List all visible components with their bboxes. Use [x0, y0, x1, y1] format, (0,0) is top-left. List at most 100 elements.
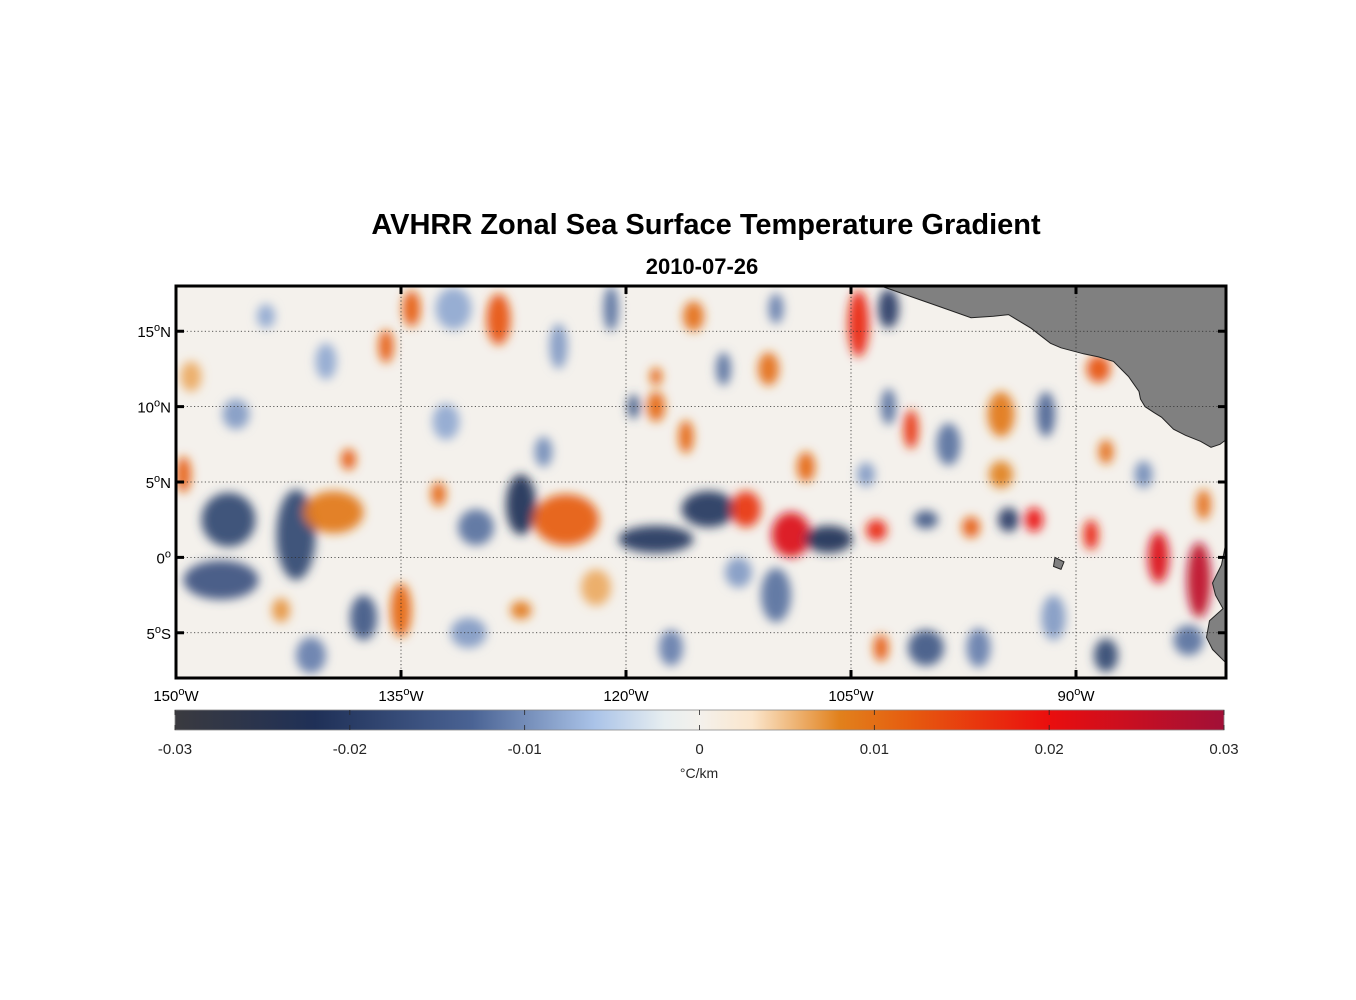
- gradient-patch: [618, 525, 694, 553]
- gradient-patch: [183, 560, 259, 600]
- x-tick-label: 120oW: [603, 686, 649, 705]
- gradient-patch: [998, 507, 1019, 532]
- colorbar-tick-label: -0.03: [158, 741, 192, 758]
- gradient-patch: [1025, 507, 1043, 532]
- gradient-patch: [1037, 391, 1055, 437]
- land-mask: [880, 286, 1226, 678]
- gradient-patch: [1086, 355, 1111, 383]
- gradient-patch: [458, 509, 494, 546]
- gradient-patch: [402, 290, 421, 327]
- gradient-patch: [486, 293, 511, 345]
- x-tick-label: 90oW: [1058, 686, 1096, 705]
- land-central-america: [880, 286, 1226, 448]
- y-tick-label: 5oS: [147, 624, 171, 643]
- land-south-america: [1205, 542, 1226, 678]
- colorbar-label: °C/km: [680, 765, 718, 781]
- gradient-patch: [350, 595, 377, 641]
- gradient-patch: [581, 569, 611, 606]
- gradient-patch: [962, 516, 980, 538]
- colorbar-tick-label: 0.02: [1035, 741, 1064, 758]
- gradient-patch: [341, 448, 356, 470]
- y-tick-label: 0o: [157, 548, 171, 567]
- gradient-patch: [201, 492, 256, 547]
- gradient-patch: [683, 301, 704, 332]
- gradient-patch: [431, 482, 446, 507]
- colorbar: -0.03 -0.02 -0.01 0 0.01 0.02 0.03 °C/km: [158, 709, 1239, 781]
- gradient-patch: [771, 512, 811, 558]
- plot-area: [174, 284, 1228, 680]
- gradient-patch: [1134, 460, 1153, 489]
- gradient-patch: [378, 329, 394, 363]
- gradient-patch: [768, 293, 784, 324]
- gradient-patch: [857, 462, 875, 487]
- gradient-patch: [873, 634, 889, 662]
- gradient-patch: [908, 629, 944, 666]
- gradient-patch: [272, 598, 290, 623]
- gradient-patch: [716, 352, 731, 386]
- gradient-patch: [903, 409, 919, 449]
- gradient-patch: [296, 637, 326, 674]
- y-tick-label: 15oN: [137, 322, 171, 341]
- gradient-patch: [725, 557, 752, 588]
- grid-lines: [176, 286, 1226, 678]
- gradient-patch: [257, 304, 275, 329]
- x-tick-label: 150oW: [153, 686, 199, 705]
- colorbar-tick-label: 0: [695, 741, 703, 758]
- gradient-patch: [1196, 489, 1211, 520]
- gradient-patch: [1041, 595, 1066, 641]
- gradient-patch: [761, 568, 791, 623]
- gradient-patch: [731, 491, 761, 528]
- gradient-patch: [432, 403, 460, 440]
- gradient-field: [176, 286, 1211, 674]
- gradient-patch: [510, 601, 532, 620]
- gradient-patch: [936, 423, 961, 466]
- x-tick-label: 105oW: [828, 686, 874, 705]
- gradient-patch: [603, 286, 619, 332]
- y-tick-label: 5oN: [146, 473, 171, 492]
- gradient-patch: [848, 290, 869, 357]
- gradient-patch: [797, 451, 815, 482]
- gradient-patch: [1187, 542, 1211, 618]
- colorbar-tick-label: 0.03: [1209, 741, 1238, 758]
- chart-subtitle: 2010-07-26: [646, 254, 759, 279]
- x-tick-label: 135oW: [378, 686, 424, 705]
- gradient-patch: [866, 519, 887, 541]
- colorbar-tick-label: -0.01: [508, 741, 542, 758]
- gradient-patch: [506, 474, 536, 535]
- chart-title: AVHRR Zonal Sea Surface Temperature Grad…: [371, 209, 1041, 241]
- gradient-patch: [1098, 439, 1114, 464]
- gradient-patch: [549, 323, 568, 369]
- gradient-patch: [881, 388, 896, 425]
- gradient-patch: [180, 361, 202, 392]
- gradient-patch: [534, 436, 553, 467]
- gradient-patch: [987, 391, 1015, 437]
- colorbar-tick-label: -0.02: [333, 741, 367, 758]
- gradient-patch: [533, 494, 599, 546]
- x-axis-labels: 150oW 135oW 120oW 105oW 90oW: [153, 686, 1095, 705]
- gradient-patch: [659, 629, 683, 666]
- colorbar-tick-label: 0.01: [860, 741, 889, 758]
- y-axis-labels: 15oN 10oN 5oN 0o 5oS: [137, 322, 171, 643]
- gradient-patch: [804, 525, 853, 553]
- gradient-patch: [1173, 625, 1204, 656]
- gradient-patch: [1148, 531, 1169, 584]
- gradient-patch: [681, 491, 736, 528]
- colorbar-ticks: -0.03 -0.02 -0.01 0 0.01 0.02 0.03: [158, 710, 1239, 758]
- gradient-patch: [989, 460, 1013, 489]
- gradient-patch: [758, 352, 779, 386]
- gradient-patch: [435, 287, 472, 330]
- gradient-patch: [315, 343, 337, 380]
- land-galapagos: [1052, 556, 1065, 571]
- gradient-patch: [1094, 638, 1118, 673]
- gradient-patch: [1083, 519, 1099, 550]
- gradient-patch: [678, 420, 694, 454]
- gradient-patch: [878, 289, 899, 329]
- gradient-patch: [966, 628, 991, 668]
- gradient-patch: [650, 367, 662, 386]
- y-tick-label: 10oN: [137, 398, 171, 417]
- axis-ticks: [176, 286, 1226, 678]
- gradient-patch: [303, 491, 364, 534]
- gradient-patch: [176, 456, 191, 493]
- gradient-patch: [222, 399, 250, 430]
